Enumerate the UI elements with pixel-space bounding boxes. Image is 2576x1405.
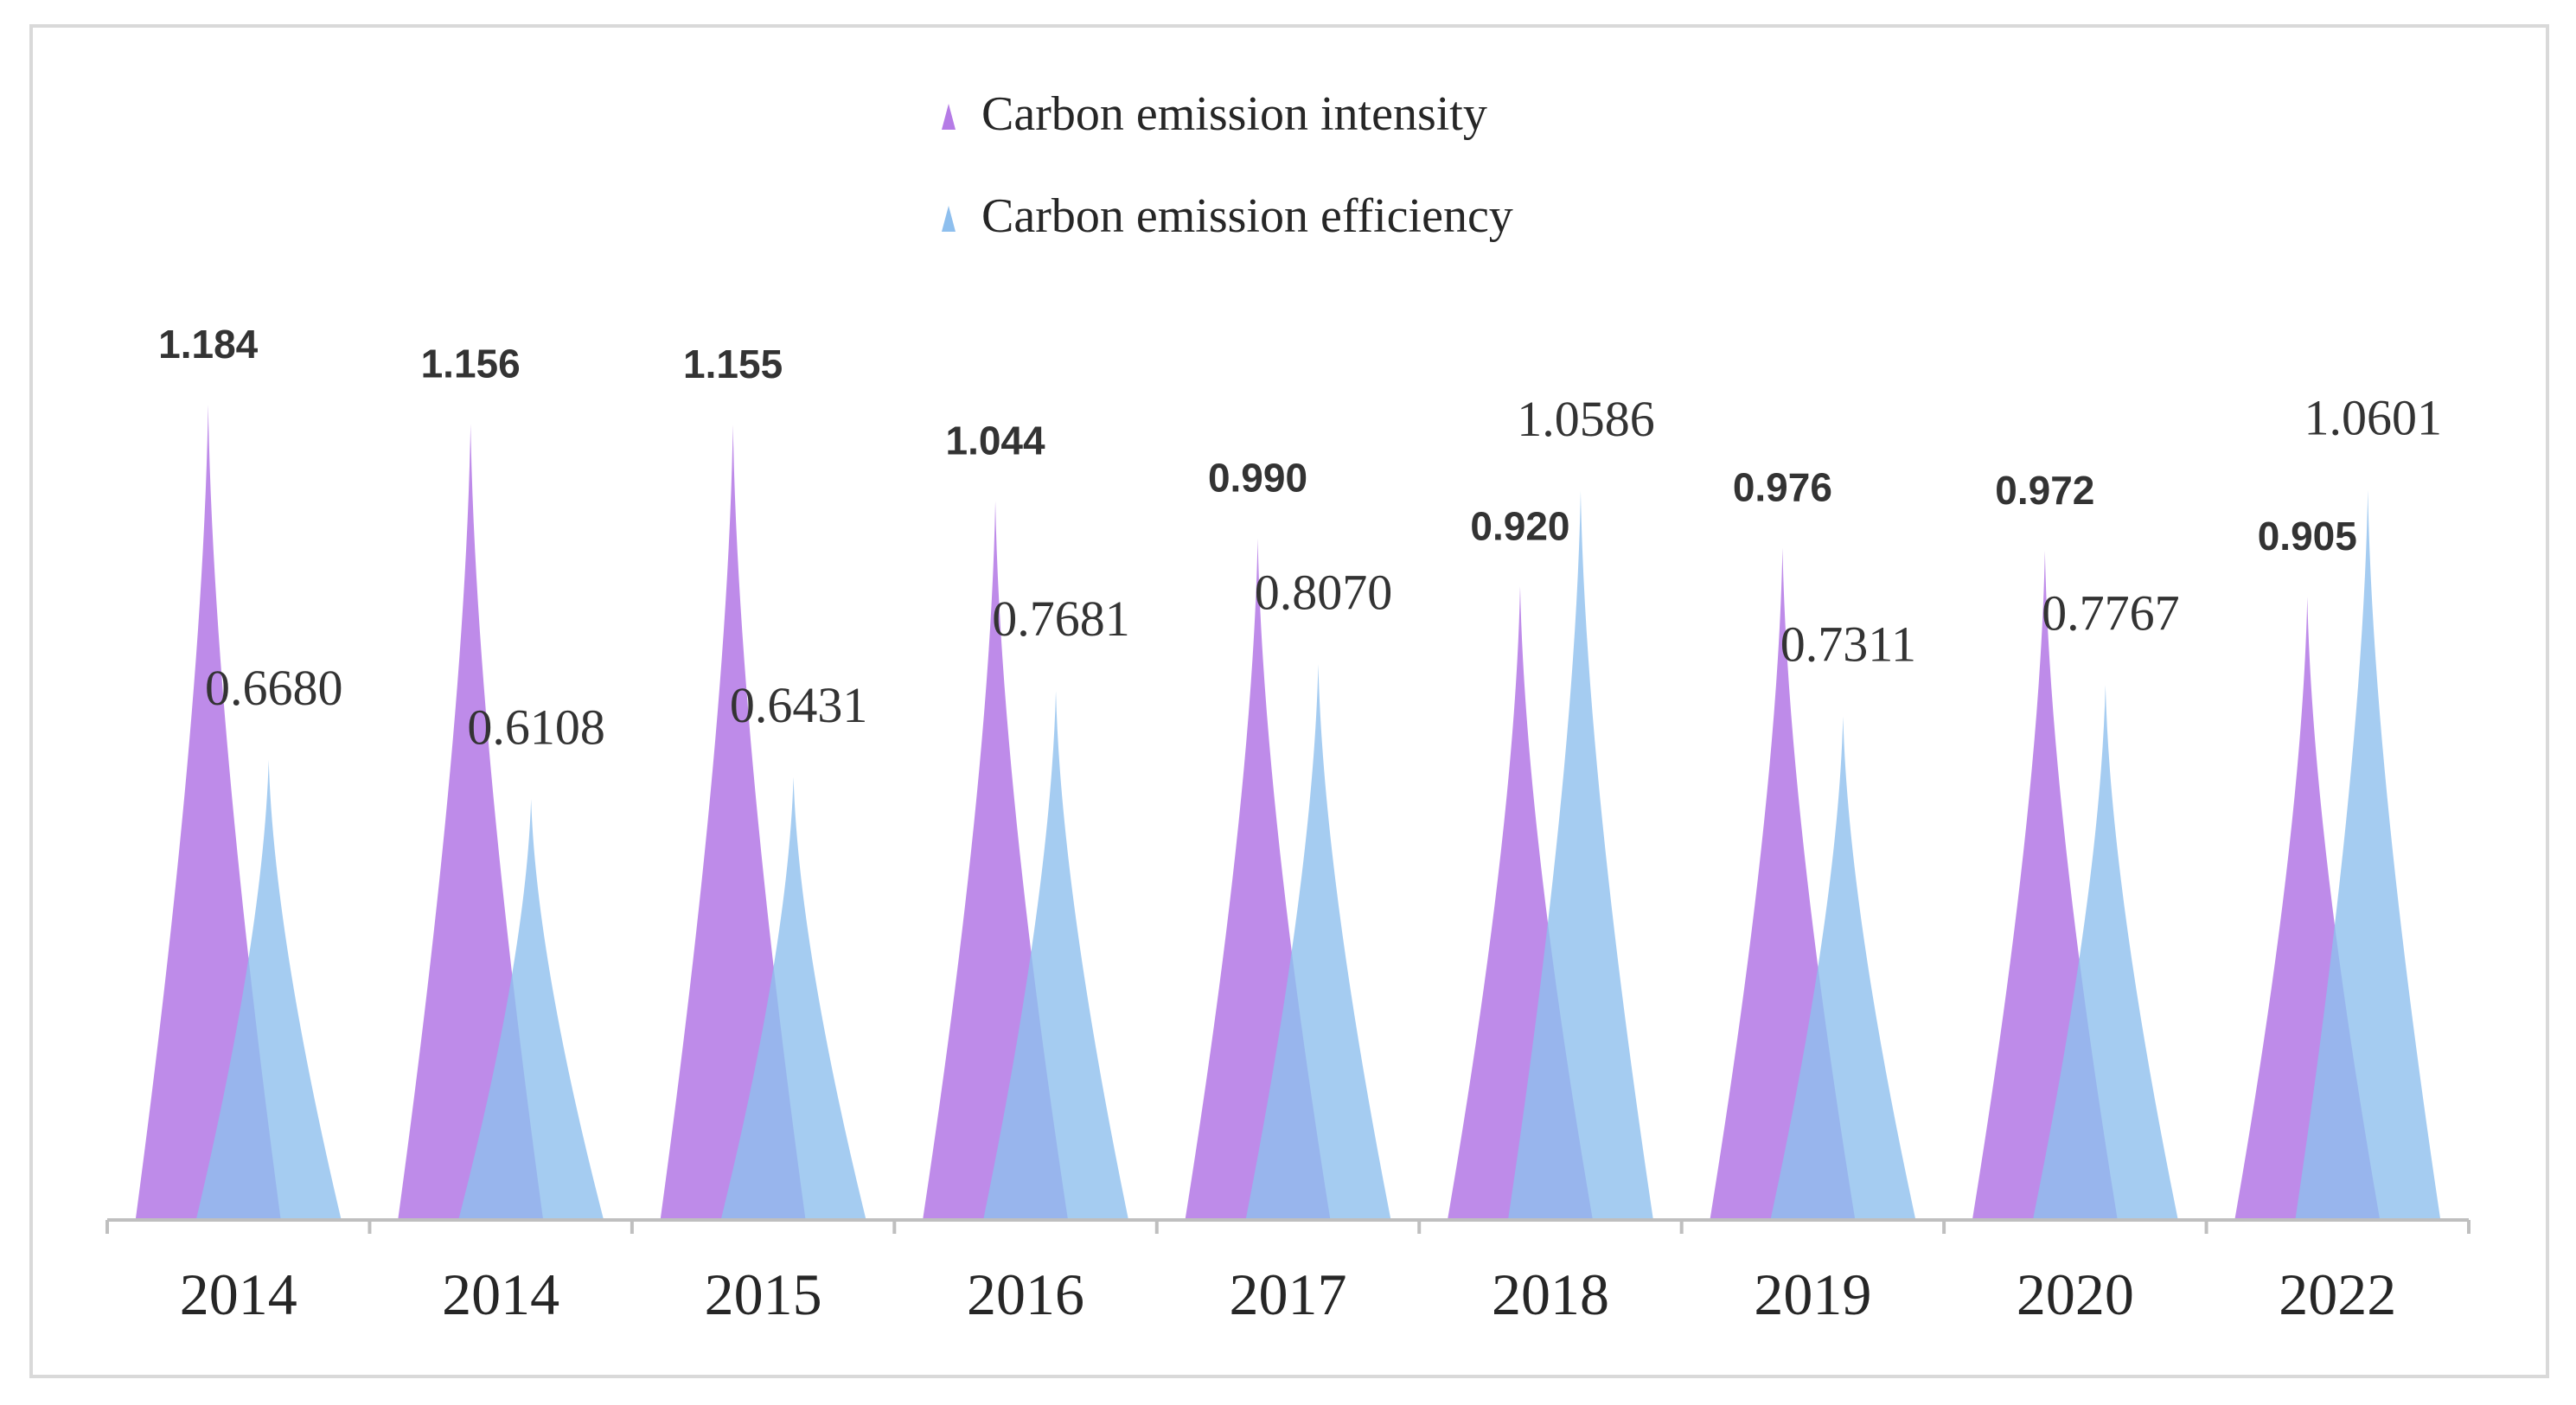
x-tick-label-5: 2018 xyxy=(1492,1261,1609,1327)
legend-marker-intensity xyxy=(942,104,956,130)
bar-efficiency-7 xyxy=(2032,685,2178,1220)
x-axis xyxy=(105,1218,2471,1234)
x-tick-label-3: 2016 xyxy=(967,1261,1084,1327)
bar-efficiency-4 xyxy=(1245,664,1391,1220)
data-label-efficiency-8: 1.0601 xyxy=(2304,390,2443,446)
data-label-intensity-8: 0.905 xyxy=(2258,514,2357,559)
legend-label-efficiency: Carbon emission efficiency xyxy=(981,189,1513,243)
bar-efficiency-6 xyxy=(1770,716,1916,1220)
x-tick-label-0: 2014 xyxy=(180,1261,297,1327)
legend-marker-efficiency xyxy=(942,206,956,232)
bar-efficiency-0 xyxy=(195,759,342,1220)
bar-efficiency-1 xyxy=(458,799,604,1220)
x-tick-label-7: 2020 xyxy=(2017,1261,2134,1327)
x-tick-label-2: 2015 xyxy=(705,1261,822,1327)
data-label-efficiency-3: 0.7681 xyxy=(992,591,1130,647)
x-tick-label-1: 2014 xyxy=(442,1261,559,1327)
data-label-intensity-4: 0.990 xyxy=(1208,456,1307,501)
data-label-efficiency-4: 0.8070 xyxy=(1255,564,1393,620)
data-label-efficiency-6: 0.7311 xyxy=(1780,616,1916,673)
x-tick-labels: 2014 2014 2015 2016 2017 2018 2019 2020 2022 xyxy=(180,1261,2397,1327)
data-label-intensity-3: 1.044 xyxy=(945,418,1045,463)
data-label-efficiency-5: 1.0586 xyxy=(1517,391,1655,447)
legend: Carbon emission intensity Carbon emissio… xyxy=(942,87,1513,243)
x-tick-label-8: 2022 xyxy=(2279,1261,2396,1327)
data-label-intensity-7: 0.972 xyxy=(1995,468,2094,513)
series-efficiency xyxy=(195,489,2441,1220)
bar-efficiency-3 xyxy=(983,691,1129,1220)
data-label-efficiency-7: 0.7767 xyxy=(2042,584,2180,641)
x-tick-label-4: 2017 xyxy=(1230,1261,1347,1327)
bar-efficiency-8 xyxy=(2295,489,2441,1220)
data-label-efficiency-1: 0.6108 xyxy=(467,699,605,756)
x-tick-label-6: 2019 xyxy=(1754,1261,1871,1327)
data-label-intensity-6: 0.976 xyxy=(1733,465,1832,510)
legend-label-intensity: Carbon emission intensity xyxy=(981,87,1487,141)
data-labels: 1.184 0.6680 1.156 0.6108 1.155 0.6431 1.044 0.… xyxy=(158,322,2442,756)
data-label-efficiency-0: 0.6680 xyxy=(205,660,343,716)
data-label-efficiency-2: 0.6431 xyxy=(730,677,868,733)
data-label-intensity-1: 1.156 xyxy=(421,341,521,386)
series-intensity xyxy=(135,405,2381,1221)
bar-efficiency-5 xyxy=(1507,490,1653,1220)
data-label-intensity-5: 0.920 xyxy=(1470,503,1569,548)
data-label-intensity-2: 1.155 xyxy=(683,342,783,386)
data-label-intensity-0: 1.184 xyxy=(158,322,259,367)
bar-efficiency-2 xyxy=(720,776,866,1220)
